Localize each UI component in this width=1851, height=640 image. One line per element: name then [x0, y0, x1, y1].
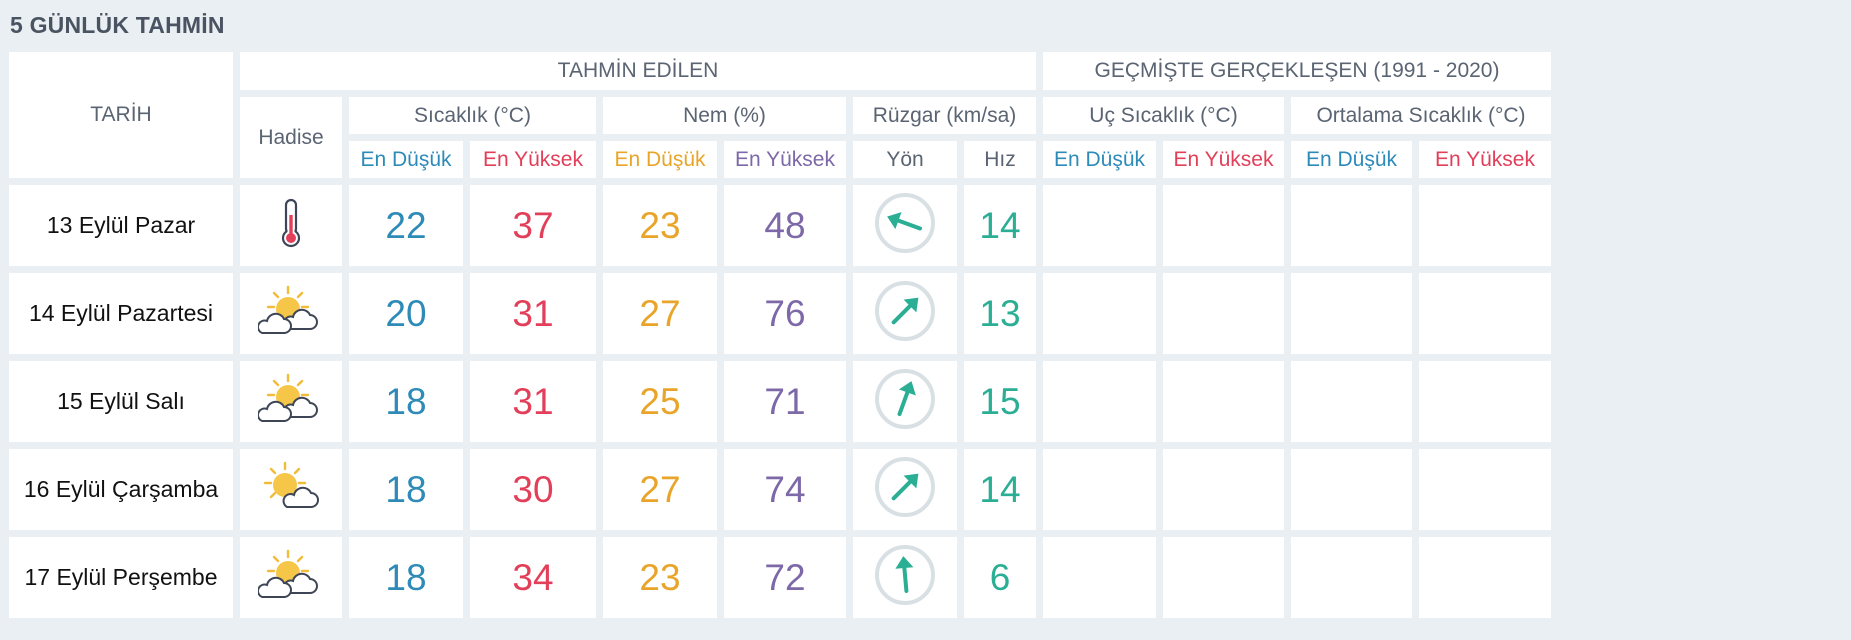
header-nem: Nem (%)	[603, 97, 846, 134]
wind-direction-arrow-icon	[874, 456, 936, 518]
average-high-value	[1419, 361, 1551, 442]
average-low-value	[1291, 361, 1412, 442]
average-low-value	[1291, 449, 1412, 530]
wind-speed-value: 13	[964, 273, 1036, 354]
extreme-low-value	[1043, 273, 1156, 354]
day-date: 14 Eylül Pazartesi	[9, 273, 233, 354]
wind-speed-value: 6	[964, 537, 1036, 618]
forecast-row: 14 Eylül Pazartesi 20 31 27 76 13	[9, 273, 1551, 354]
wind-direction-cell	[853, 361, 957, 442]
forecast-row: 16 Eylül Çarşamba 18 30 27 74 14	[9, 449, 1551, 530]
extreme-high-value	[1163, 361, 1284, 442]
header-extreme-low: En Düşük	[1043, 141, 1156, 178]
temp-high-value: 31	[470, 273, 596, 354]
header-ruzgar: Rüzgar (km/sa)	[853, 97, 1036, 134]
extreme-low-value	[1043, 185, 1156, 266]
extreme-high-value	[1163, 273, 1284, 354]
wind-direction-arrow-icon	[874, 280, 936, 342]
humidity-high-value: 74	[724, 449, 846, 530]
header-avg-low: En Düşük	[1291, 141, 1412, 178]
wind-speed-value: 14	[964, 449, 1036, 530]
header-avg-high: En Yüksek	[1419, 141, 1551, 178]
wind-direction-cell	[853, 273, 957, 354]
temp-low-value: 20	[349, 273, 463, 354]
wind-direction-cell	[853, 449, 957, 530]
humidity-high-value: 72	[724, 537, 846, 618]
header-uc-sicaklik: Uç Sıcaklık (°C)	[1043, 97, 1284, 134]
header-hadise: Hadise	[240, 97, 342, 178]
day-date: 15 Eylül Salı	[9, 361, 233, 442]
humidity-high-value: 76	[724, 273, 846, 354]
day-date: 17 Eylül Perşembe	[9, 537, 233, 618]
forecast-row: 13 Eylül Pazar 22 37 23 48 14	[9, 185, 1551, 266]
wind-direction-cell	[853, 537, 957, 618]
header-ortalama-sicaklik: Ortalama Sıcaklık (°C)	[1291, 97, 1551, 134]
page-title: 5 GÜNLÜK TAHMİN	[10, 12, 225, 38]
humidity-low-value: 27	[603, 273, 717, 354]
header-hum-low: En Düşük	[603, 141, 717, 178]
thermometer-icon	[276, 197, 306, 249]
header-extreme-high: En Yüksek	[1163, 141, 1284, 178]
forecast-row: 17 Eylül Perşembe 18 34 23 72 6	[9, 537, 1551, 618]
extreme-low-value	[1043, 449, 1156, 530]
temp-low-value: 18	[349, 361, 463, 442]
average-high-value	[1419, 537, 1551, 618]
humidity-high-value: 71	[724, 361, 846, 442]
extreme-high-value	[1163, 537, 1284, 618]
average-high-value	[1419, 273, 1551, 354]
humidity-high-value: 48	[724, 185, 846, 266]
header-sicaklik: Sıcaklık (°C)	[349, 97, 596, 134]
extreme-low-value	[1043, 537, 1156, 618]
average-low-value	[1291, 537, 1412, 618]
average-low-value	[1291, 273, 1412, 354]
header-tahmin-edilen: TAHMİN EDİLEN	[240, 52, 1036, 90]
average-high-value	[1419, 185, 1551, 266]
header-hum-high: En Yüksek	[724, 141, 846, 178]
temp-high-value: 31	[470, 361, 596, 442]
partly-cloudy-icon	[257, 549, 324, 601]
wind-direction-arrow-icon	[874, 368, 936, 430]
header-tarih: TARİH	[9, 52, 233, 178]
weather-cell	[240, 449, 342, 530]
humidity-low-value: 27	[603, 449, 717, 530]
temp-low-value: 18	[349, 537, 463, 618]
day-date: 13 Eylül Pazar	[9, 185, 233, 266]
header-wind-dir: Yön	[853, 141, 957, 178]
temp-high-value: 34	[470, 537, 596, 618]
wind-speed-value: 15	[964, 361, 1036, 442]
extreme-low-value	[1043, 361, 1156, 442]
average-high-value	[1419, 449, 1551, 530]
weather-cell	[240, 185, 342, 266]
wind-direction-arrow-icon	[874, 544, 936, 606]
temp-low-value: 22	[349, 185, 463, 266]
weather-cell	[240, 361, 342, 442]
forecast-row: 15 Eylül Salı 18 31 25 71 15	[9, 361, 1551, 442]
temp-high-value: 37	[470, 185, 596, 266]
humidity-low-value: 23	[603, 185, 717, 266]
header-temp-high: En Yüksek	[470, 141, 596, 178]
average-low-value	[1291, 185, 1412, 266]
wind-direction-cell	[853, 185, 957, 266]
temp-low-value: 18	[349, 449, 463, 530]
wind-speed-value: 14	[964, 185, 1036, 266]
weather-cell	[240, 537, 342, 618]
day-date: 16 Eylül Çarşamba	[9, 449, 233, 530]
header-wind-speed: Hız	[964, 141, 1036, 178]
sun-behind-cloud-icon	[261, 461, 321, 513]
humidity-low-value: 25	[603, 361, 717, 442]
wind-direction-arrow-icon	[874, 192, 936, 254]
forecast-table: TARİH TAHMİN EDİLEN GEÇMİŞTE GERÇEKLEŞEN…	[2, 45, 1558, 625]
partly-cloudy-icon	[257, 373, 324, 425]
partly-cloudy-icon	[257, 285, 324, 337]
header-temp-low: En Düşük	[349, 141, 463, 178]
header-gecmiste: GEÇMİŞTE GERÇEKLEŞEN (1991 - 2020)	[1043, 52, 1551, 90]
extreme-high-value	[1163, 185, 1284, 266]
extreme-high-value	[1163, 449, 1284, 530]
humidity-low-value: 23	[603, 537, 717, 618]
weather-cell	[240, 273, 342, 354]
temp-high-value: 30	[470, 449, 596, 530]
